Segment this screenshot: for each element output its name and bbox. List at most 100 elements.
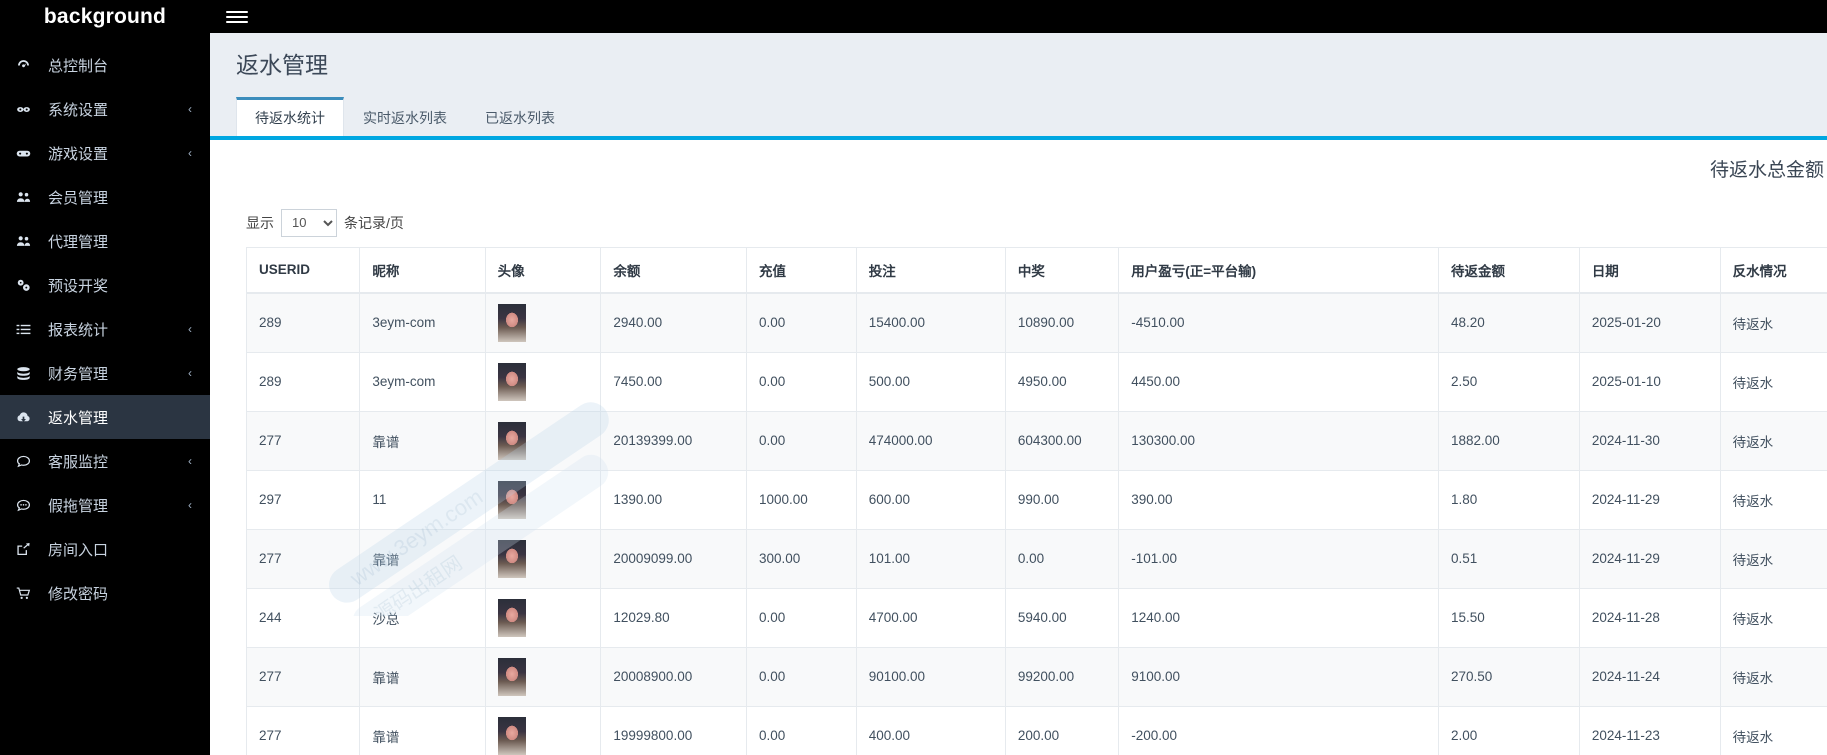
cloud-download-icon: [16, 410, 38, 425]
cell-rebate_amount: 1882.00: [1438, 410, 1580, 471]
chevron-left-icon: ‹: [188, 322, 192, 336]
cell-win: 0.00: [1004, 528, 1120, 589]
cell-pnl: 1240.00: [1118, 587, 1440, 648]
cell-balance: 20009099.00: [600, 528, 747, 589]
cell-balance: 20008900.00: [600, 646, 747, 707]
column-header-6[interactable]: 中奖: [1004, 246, 1120, 294]
avatar-cell: [484, 351, 602, 412]
tab-1[interactable]: 实时返水列表: [363, 109, 447, 126]
cell-pnl: -200.00: [1118, 705, 1440, 755]
table-row: 277 靠谱 20009099.00 300.00 101.00 0.00 -101.00 0…: [245, 528, 1827, 589]
chevron-left-icon: ‹: [188, 146, 192, 160]
cell-status: 待返水: [1719, 587, 1827, 648]
cell-win: 10890.00: [1004, 292, 1120, 353]
cell-status: 待返水: [1719, 351, 1827, 412]
cell-rebate_amount: 270.50: [1438, 646, 1580, 707]
chevron-left-icon: ‹: [188, 498, 192, 512]
cell-userid: 277: [245, 528, 361, 589]
cell-nickname: 沙总: [359, 587, 486, 648]
column-header-8[interactable]: 待返金额: [1438, 246, 1580, 294]
sidebar-item-label: 假拖管理: [48, 497, 109, 515]
column-header-1[interactable]: 昵称: [359, 246, 486, 294]
cell-status: 待返水: [1719, 528, 1827, 589]
share-icon: [16, 542, 38, 557]
cell-pnl: 130300.00: [1118, 410, 1440, 471]
page-length-select[interactable]: 102550100: [281, 208, 337, 237]
sidebar-item-label: 修改密码: [48, 585, 109, 603]
avatar-thumbnail: [497, 539, 526, 578]
sidebar-item-3[interactable]: 会员管理: [0, 175, 210, 219]
sidebar-item-8[interactable]: 返水管理: [0, 395, 210, 439]
sidebar-item-4[interactable]: 代理管理: [0, 219, 210, 263]
sidebar-item-label: 代理管理: [48, 233, 109, 251]
avatar-cell: [484, 410, 602, 471]
avatar-cell: [484, 528, 602, 589]
cell-pnl: -4510.00: [1118, 292, 1440, 353]
cell-date: 2024-11-28: [1578, 587, 1721, 648]
column-header-3[interactable]: 余额: [600, 246, 747, 294]
cell-bet: 101.00: [855, 528, 1006, 589]
avatar-thumbnail: [497, 303, 526, 342]
column-header-9[interactable]: 日期: [1578, 246, 1721, 294]
cell-nickname: 11: [359, 469, 486, 530]
users-icon: [16, 234, 38, 249]
cell-date: 2024-11-29: [1578, 528, 1721, 589]
accent-bar: [210, 135, 1827, 140]
tab-2[interactable]: 已返水列表: [485, 109, 555, 126]
sidebar-item-label: 系统设置: [48, 101, 109, 119]
sidebar-item-0[interactable]: 总控制台: [0, 43, 210, 87]
cell-bet: 474000.00: [855, 410, 1006, 471]
cell-win: 200.00: [1004, 705, 1120, 755]
column-header-10[interactable]: 反水情况: [1719, 246, 1827, 294]
table-row: 277 靠谱 19999800.00 0.00 400.00 200.00 -200.00 2…: [245, 705, 1827, 755]
sidebar-item-label: 预设开奖: [48, 277, 109, 295]
gear-icon: [16, 102, 38, 117]
list-icon: [16, 322, 38, 337]
cell-bet: 90100.00: [855, 646, 1006, 707]
cell-win: 5940.00: [1004, 587, 1120, 648]
sidebar-item-1[interactable]: 系统设置 ‹: [0, 87, 210, 131]
sidebar-item-9[interactable]: 客服监控 ‹: [0, 439, 210, 483]
cell-userid: 277: [245, 410, 361, 471]
avatar-cell: [484, 705, 602, 755]
sidebar-item-5[interactable]: 预设开奖: [0, 263, 210, 307]
column-header-4[interactable]: 充值: [745, 246, 857, 294]
cell-balance: 2940.00: [600, 292, 747, 353]
cell-recharge: 1000.00: [745, 469, 857, 530]
column-header-2[interactable]: 头像: [484, 246, 602, 294]
cell-rebate_amount: 48.20: [1438, 292, 1580, 353]
cell-rebate_amount: 0.51: [1438, 528, 1580, 589]
content-panel: 待返水总金额： 2,227.45 ? 全部返水 显示 102550100 条记录…: [210, 135, 1827, 755]
sidebar-item-label: 总控制台: [48, 57, 109, 75]
sidebar-item-12[interactable]: 修改密码: [0, 571, 210, 615]
cell-recharge: 0.00: [745, 292, 857, 353]
sidebar-item-label: 返水管理: [48, 409, 109, 427]
cell-win: 604300.00: [1004, 410, 1120, 471]
sidebar-item-2[interactable]: 游戏设置 ‹: [0, 131, 210, 175]
column-header-7[interactable]: 用户盈亏(正=平台输): [1118, 246, 1440, 294]
hamburger-menu-icon[interactable]: [226, 8, 248, 26]
avatar-thumbnail: [497, 362, 526, 401]
column-header-0[interactable]: USERID: [245, 246, 361, 294]
cell-userid: 289: [245, 351, 361, 412]
cell-bet: 600.00: [855, 469, 1006, 530]
sidebar-item-6[interactable]: 报表统计 ‹: [0, 307, 210, 351]
main-area: 返水管理 控制台 待返水统计 实时返水列表 已返水列表 待返水总金额： 2,227.…: [210, 0, 1827, 755]
column-header-5[interactable]: 投注: [855, 246, 1006, 294]
chevron-left-icon: ‹: [188, 454, 192, 468]
sidebar-item-11[interactable]: 房间入口: [0, 527, 210, 571]
cell-bet: 4700.00: [855, 587, 1006, 648]
brand-title: background: [43, 5, 167, 28]
sidebar-item-7[interactable]: 财务管理 ‹: [0, 351, 210, 395]
cell-nickname: 靠谱: [359, 646, 486, 707]
cell-recharge: 0.00: [745, 587, 857, 648]
table-row: 289 3eym-com 7450.00 0.00 500.00 4950.00 4450.…: [245, 351, 1827, 412]
cell-pnl: -101.00: [1118, 528, 1440, 589]
tab-0[interactable]: 待返水统计: [236, 96, 344, 137]
avatar-cell: [484, 469, 602, 530]
avatar-thumbnail: [497, 421, 526, 460]
comments-icon: [16, 498, 38, 513]
cell-win: 990.00: [1004, 469, 1120, 530]
sidebar-item-10[interactable]: 假拖管理 ‹: [0, 483, 210, 527]
table-head: USERID昵称头像余额充值投注中奖用户盈亏(正=平台输)待返金额日期反水情况操…: [245, 246, 1827, 294]
